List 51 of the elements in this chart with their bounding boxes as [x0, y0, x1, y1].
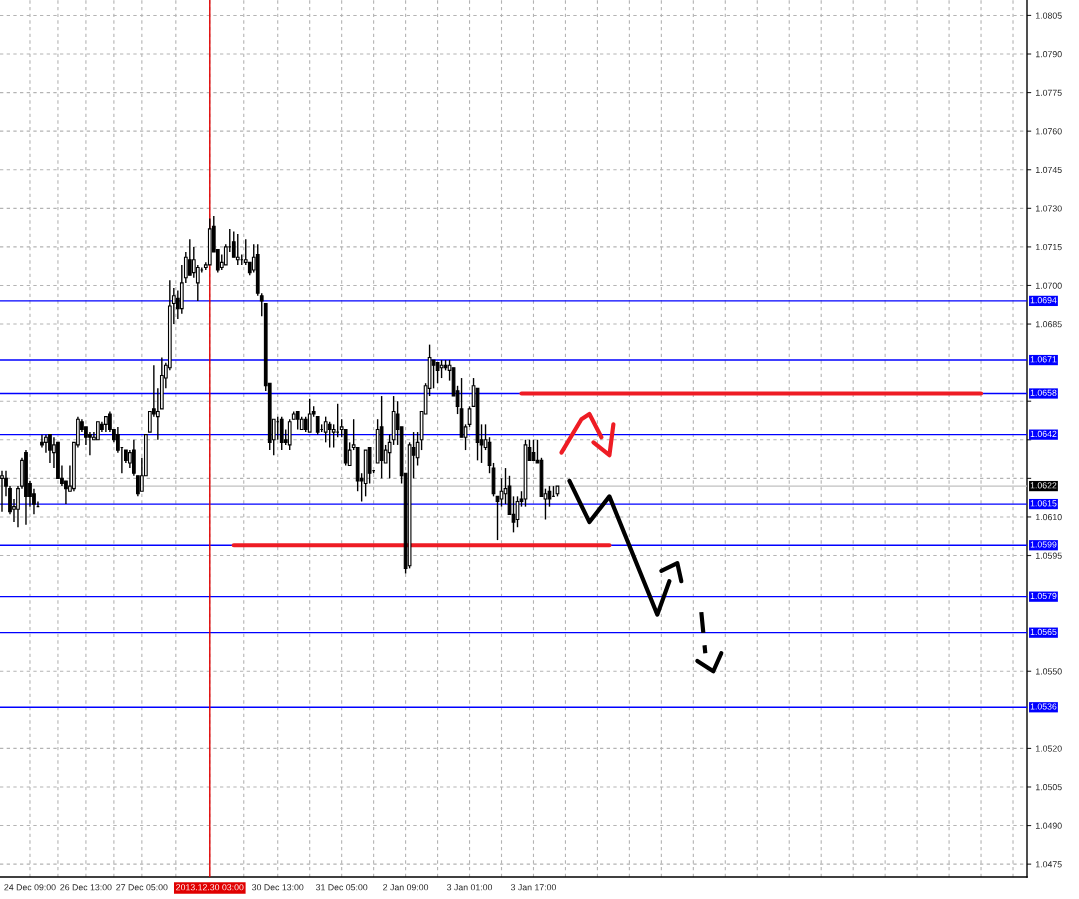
ref-line-label: 1.0615 — [1030, 500, 1057, 507]
candlestick — [435, 361, 440, 384]
y-tick-label: 1.0715 — [1036, 243, 1062, 251]
candlestick — [439, 359, 444, 379]
x-tick-label: 2013.12.30 03:00 — [176, 884, 244, 891]
ref-line-label: 1.0642 — [1030, 430, 1057, 437]
candlestick — [235, 233, 240, 266]
y-tick-label: 1.0700 — [1036, 282, 1062, 289]
y-tick-label: 1.0475 — [1036, 861, 1062, 868]
candlestick — [187, 238, 192, 276]
x-tick-label: 30 Dec 13:00 — [252, 884, 304, 891]
line-series — [559, 411, 604, 455]
candlestick — [40, 433, 44, 449]
x-tick-label: 3 Jan 17:00 — [510, 884, 557, 891]
y-tick-label: 1.0790 — [1036, 51, 1062, 58]
y-tick-label: 1.0775 — [1036, 89, 1062, 96]
ref-line-label: 1.0579 — [1030, 592, 1057, 600]
x-tick-label: 2 Jan 09:00 — [383, 884, 429, 891]
ref-line-label: 1.0671 — [1030, 356, 1057, 363]
y-tick-label: 1.0550 — [1036, 668, 1062, 675]
candlestick — [44, 433, 48, 454]
candlestick — [48, 433, 52, 464]
y-tick-label: 1.0685 — [1036, 321, 1062, 328]
ref-line-label: 1.0599 — [1030, 541, 1057, 548]
y-tick-label: 1.0610 — [1036, 514, 1062, 521]
ref-line-label: 1.0565 — [1030, 628, 1057, 636]
y-tick-label: 1.0595 — [1036, 552, 1062, 559]
y-tick-label: 1.0520 — [1036, 745, 1062, 752]
candlestick — [327, 421, 332, 449]
ref-line-label: 1.0658 — [1030, 389, 1057, 396]
y-tick-label: 1.0505 — [1036, 784, 1062, 791]
candlestick — [431, 359, 436, 390]
candlestick — [335, 403, 340, 438]
y-tick-label: 1.0745 — [1036, 166, 1062, 173]
candlestick — [279, 415, 284, 451]
x-tick-label: 3 Jan 01:00 — [447, 884, 493, 891]
y-tick-label: 1.0760 — [1036, 128, 1062, 135]
candlestick — [315, 415, 320, 436]
y-tick-label: 1.0805 — [1036, 12, 1062, 19]
y-tick-label: 1.0730 — [1036, 205, 1062, 212]
ref-line-label: 1.0694 — [1030, 297, 1057, 304]
x-tick-label: 27 Dec 05:00 — [116, 884, 168, 891]
ref-line-label: 1.0622 — [1030, 482, 1057, 489]
x-tick-label: 31 Dec 05:00 — [315, 884, 368, 891]
ref-line-label: 1.0536 — [1030, 703, 1057, 710]
candlestick — [0, 469, 4, 513]
candlestick — [96, 421, 100, 441]
x-tick-label: 26 Dec 13:00 — [60, 884, 112, 891]
x-tick-label: 24 Dec 09:00 — [4, 884, 56, 891]
y-tick-label: 1.0490 — [1036, 822, 1062, 829]
candlestick — [415, 431, 420, 467]
